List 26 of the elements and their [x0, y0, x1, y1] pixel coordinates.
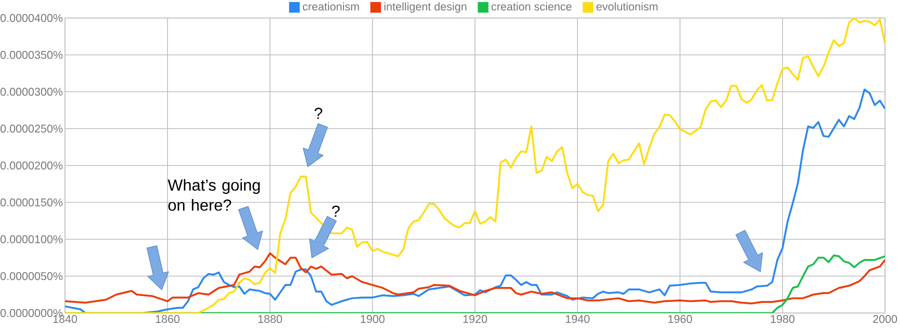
- annotation: ?: [314, 108, 322, 119]
- y-tick-label: 0.0000250%: [0, 124, 63, 133]
- x-tick-label: 1840: [53, 315, 78, 323]
- line-series: [65, 252, 885, 304]
- x-tick-label: 1960: [668, 315, 692, 323]
- y-tick-label: 0.0000400%: [0, 14, 63, 22]
- x-tick-label: 1860: [156, 315, 180, 323]
- y-tick-label: 0.0000100%: [0, 235, 63, 244]
- legend-label: creation science: [492, 2, 572, 11]
- x-tick-label: 1900: [360, 315, 385, 323]
- annotation: ?: [332, 206, 340, 217]
- x-tick-label: 1920: [463, 315, 488, 323]
- x-tick-label: 2000: [873, 315, 898, 323]
- x-tick-label: 1980: [770, 315, 795, 323]
- legend-label: creationism: [302, 2, 359, 11]
- x-tick-label: 1940: [566, 315, 590, 323]
- annotation: What’s going on here?: [168, 179, 260, 211]
- legend-label: intelligent design: [384, 2, 466, 13]
- y-tick-label: 0.0000050%: [0, 272, 63, 280]
- y-tick-label: 0.0000150%: [0, 198, 63, 206]
- legend-label: evolutionism: [596, 2, 658, 11]
- y-tick-label: 0.0000300%: [0, 88, 63, 96]
- y-tick-label: 0.0000350%: [0, 50, 63, 59]
- y-tick-label: 0.0000200%: [0, 162, 63, 170]
- y-tick-label: 0.0000000%: [0, 309, 63, 317]
- x-tick-label: 1880: [258, 315, 282, 323]
